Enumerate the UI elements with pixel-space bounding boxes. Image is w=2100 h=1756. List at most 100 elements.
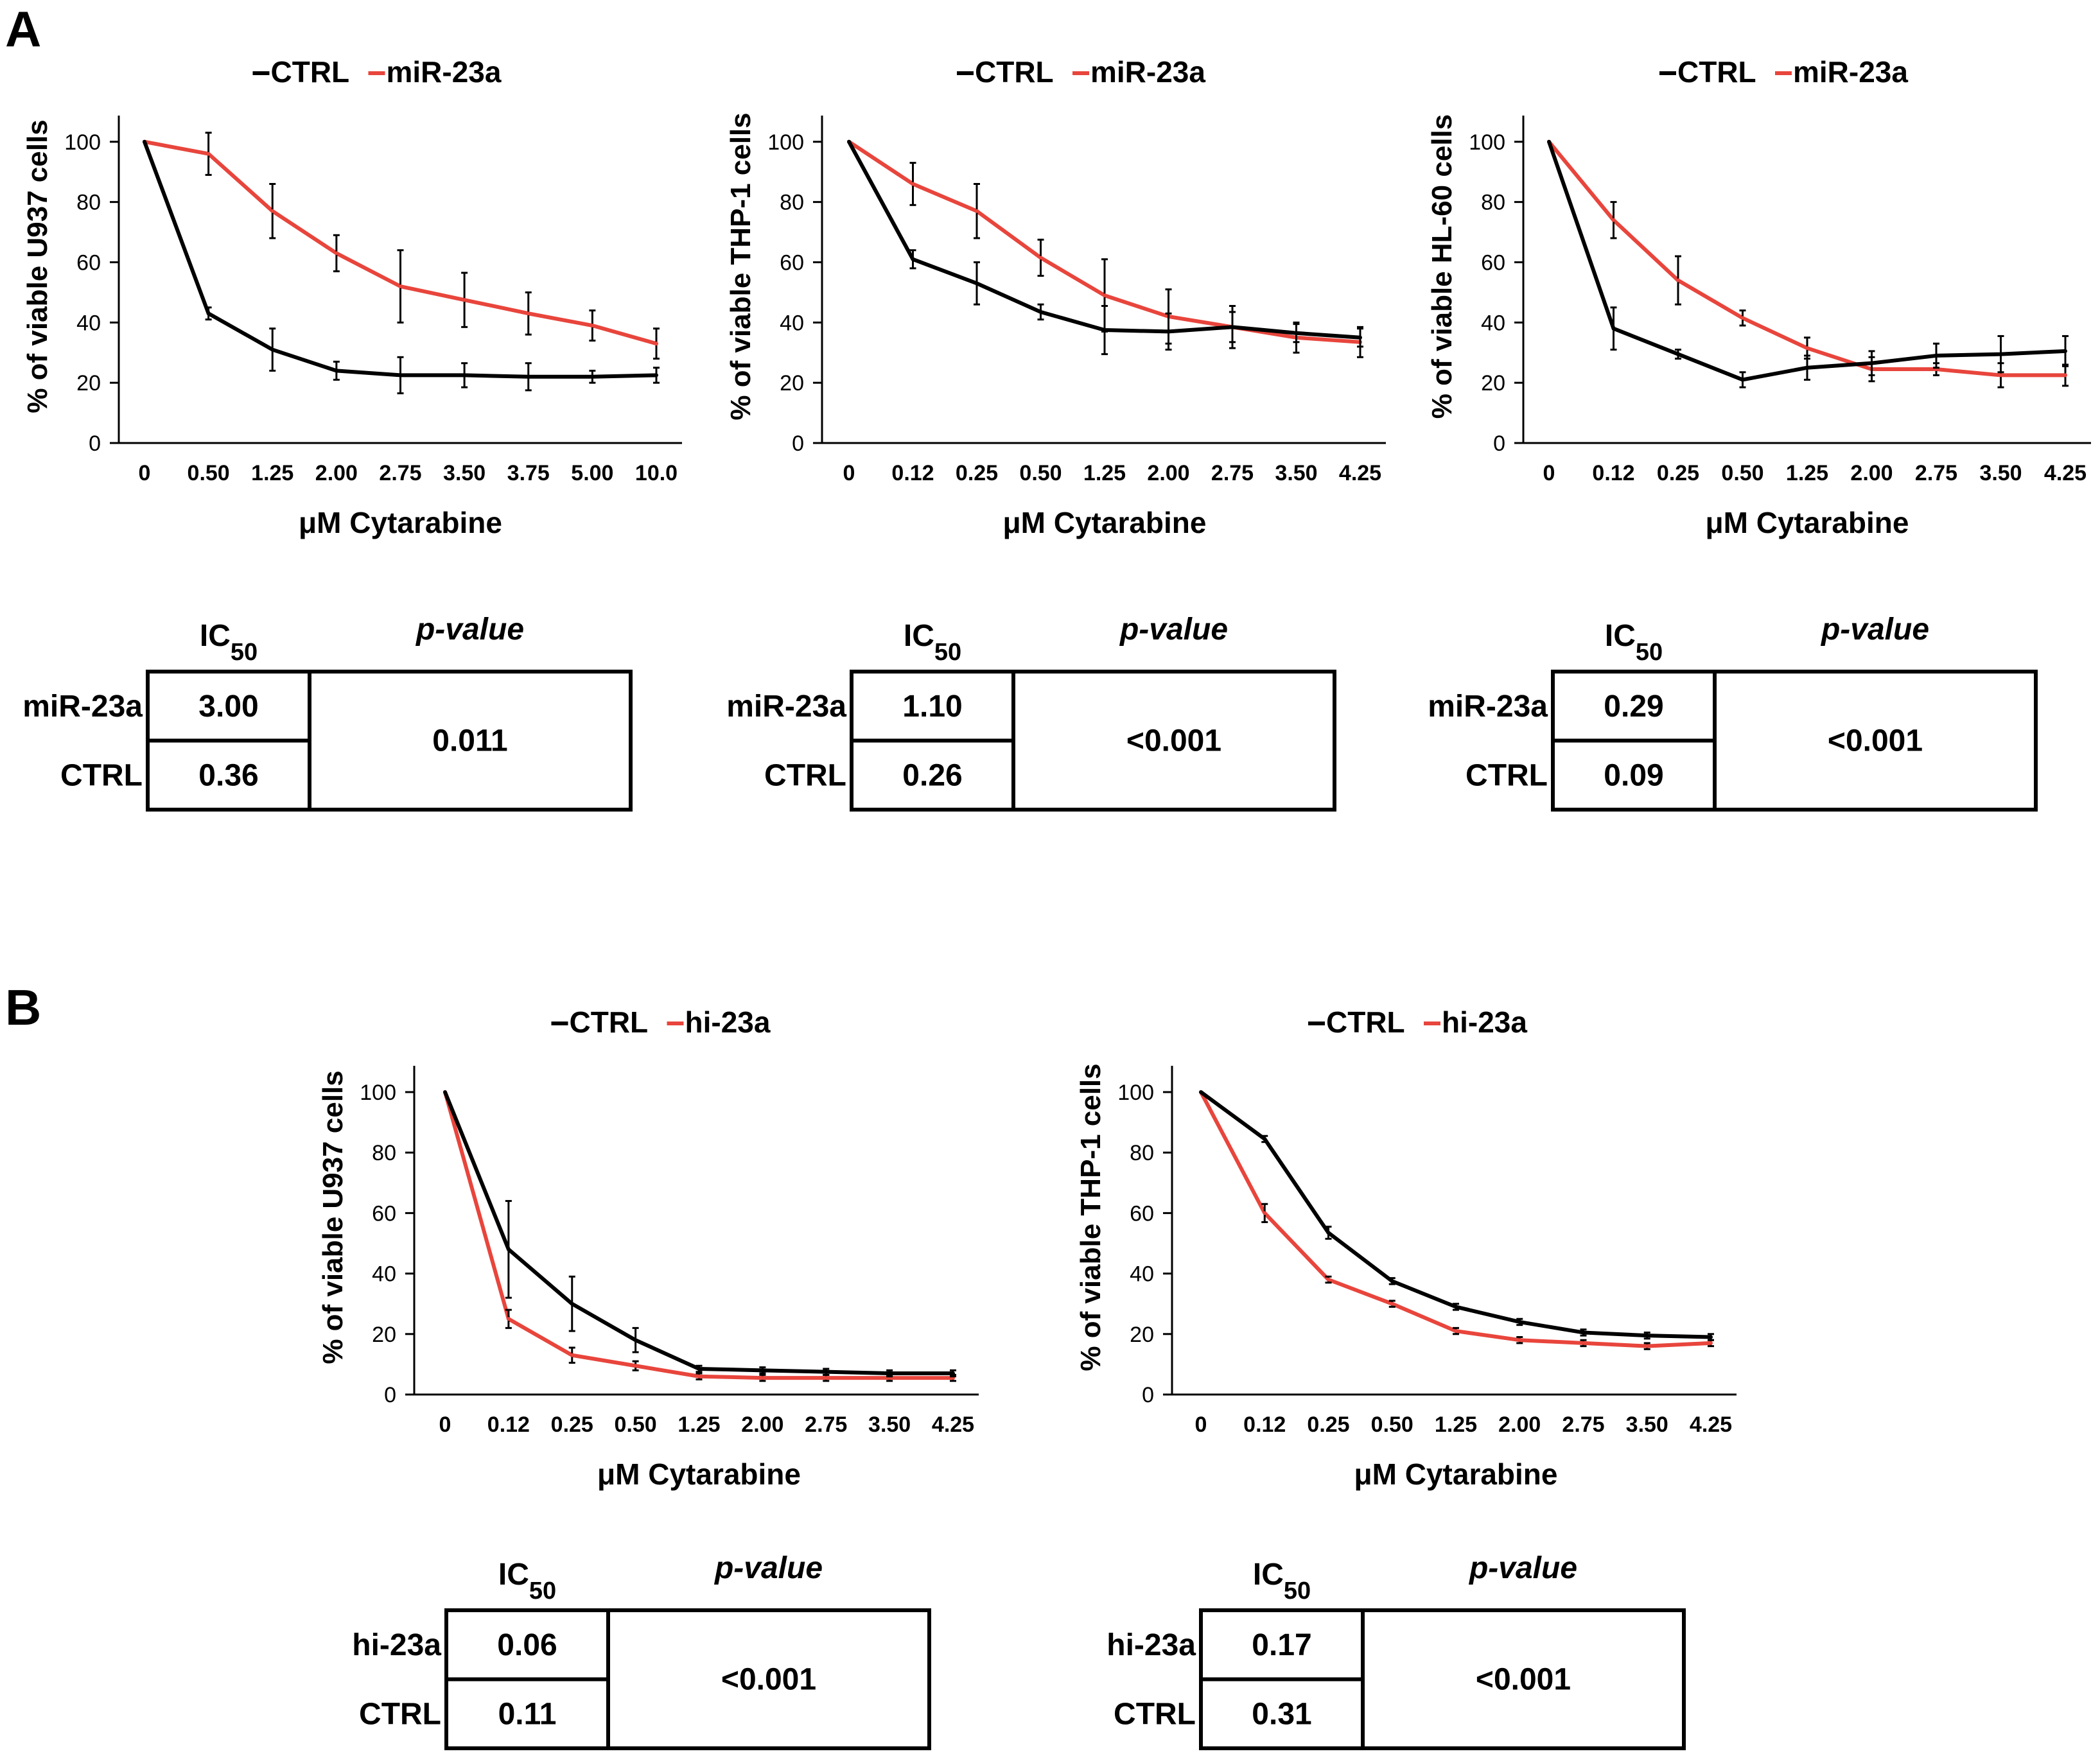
x-axis-title: μM Cytarabine	[1003, 506, 1207, 539]
legend-label-treated: miR-23a	[1793, 55, 1908, 89]
legend-label-treated: hi-23a	[1442, 1005, 1527, 1039]
y-tick-label: 60	[780, 250, 804, 275]
x-tick-label: 0.25	[551, 1413, 593, 1437]
data-point-ctrl	[143, 139, 146, 144]
data-point-treated	[2063, 373, 2067, 378]
x-tick-label: 0	[843, 461, 855, 485]
data-point-ctrl	[1326, 1230, 1331, 1235]
data-point-ctrl	[1263, 1136, 1267, 1141]
data-point-ctrl	[590, 374, 595, 379]
x-tick-label: 1.25	[251, 461, 293, 485]
x-tick-label: 10.0	[635, 461, 678, 485]
table-ic50-ctrl: 0.36	[198, 758, 258, 792]
table-row-label-treated: miR-23a	[726, 690, 846, 724]
data-point-ctrl	[506, 1247, 511, 1251]
data-point-treated	[697, 1374, 701, 1378]
chart-5: 0 20 40 60 80 100 0 0.12 0.25 0.50 1.25 2.00 2.75 3.5…	[1075, 1005, 1737, 1750]
charts-container: 0 20 40 60 80 100 0 0.50 1.25 2.00 2.75 3.50 3.75 5.0…	[22, 55, 2091, 1750]
y-axis-title: % of viable U937 cells	[22, 119, 53, 413]
table-header-ic50: IC50	[498, 1558, 556, 1604]
table-row-label-treated: hi-23a	[1107, 1628, 1196, 1662]
data-point-treated	[1740, 316, 1745, 320]
table-row-label-ctrl: CTRL	[1466, 758, 1548, 792]
data-point-treated	[975, 209, 979, 213]
table-row-label-treated: hi-23a	[352, 1628, 441, 1662]
data-point-ctrl	[1390, 1279, 1394, 1283]
y-tick-label: 0	[1493, 431, 1505, 456]
data-point-ctrl	[2063, 349, 2067, 353]
table-ic50-ctrl: 0.31	[1252, 1697, 1311, 1731]
x-axis-title: μM Cytarabine	[597, 1457, 801, 1491]
y-tick-label: 0	[89, 431, 101, 456]
data-point-ctrl	[398, 373, 403, 378]
data-point-treated	[526, 311, 530, 316]
data-point-ctrl	[1645, 1334, 1649, 1338]
data-point-treated	[1038, 256, 1043, 260]
y-tick-label: 20	[780, 371, 804, 396]
legend-label-treated: miR-23a	[387, 55, 502, 89]
y-tick-label: 0	[1142, 1383, 1154, 1407]
y-tick-label: 20	[76, 371, 101, 396]
data-point-treated	[1805, 346, 1809, 351]
table-row-label-ctrl: CTRL	[60, 758, 143, 792]
y-tick-label: 60	[1481, 250, 1505, 275]
table-row-label-treated: miR-23a	[22, 690, 143, 724]
x-tick-label: 3.75	[507, 461, 550, 485]
x-tick-label: 2.00	[741, 1413, 783, 1437]
x-tick-label: 2.00	[1147, 461, 1189, 485]
ic-text: IC	[498, 1558, 529, 1592]
data-point-ctrl	[1038, 309, 1043, 314]
table-ic50-treated: 1.10	[902, 690, 962, 724]
ic-subscript: 50	[934, 639, 961, 666]
ic-subscript: 50	[529, 1578, 556, 1604]
ic50-table: IC50 p-value miR-23a CTRL 3.00 0.36 0.011	[22, 613, 633, 812]
x-tick-label: 3.50	[1275, 461, 1317, 485]
data-point-ctrl	[1740, 378, 1745, 382]
data-point-ctrl	[1103, 328, 1107, 333]
y-tick-label: 60	[372, 1201, 396, 1226]
legend-label-ctrl: CTRL	[271, 55, 350, 89]
data-point-treated	[1581, 1341, 1586, 1345]
table-ic50-ctrl: 0.09	[1604, 758, 1663, 792]
y-axis-title: % of viable HL-60 cells	[1426, 114, 1458, 419]
chart-3: 0 20 40 60 80 100 0 0.12 0.25 0.50 1.25 2.00 2.75 3.5…	[1426, 55, 2091, 812]
x-axis-title: μM Cytarabine	[1354, 1457, 1558, 1491]
data-point-ctrl	[1294, 331, 1299, 335]
data-point-ctrl	[1230, 325, 1234, 329]
x-tick-label: 2.75	[1915, 461, 1957, 485]
data-point-ctrl	[1805, 365, 1809, 370]
series-line-ctrl	[443, 1091, 953, 1376]
y-tick-label: 80	[780, 191, 804, 215]
table-header-ic50: IC50	[904, 619, 961, 666]
data-point-treated	[911, 182, 915, 186]
y-tick-label: 100	[64, 130, 101, 155]
ic-subscript: 50	[1284, 1578, 1311, 1604]
chart-2: 0 20 40 60 80 100 0 0.12 0.25 0.50 1.25 2.00 2.75 3.5…	[725, 55, 1386, 812]
table-header-pvalue: p-value	[1468, 1551, 1577, 1585]
data-point-ctrl	[1166, 329, 1171, 334]
x-tick-label: 2.75	[379, 461, 421, 485]
ic50-table: IC50 p-value miR-23a CTRL 0.29 0.09 <0.001	[1428, 613, 2038, 812]
table-row-label-ctrl: CTRL	[764, 758, 846, 792]
y-tick-label: 100	[360, 1081, 396, 1105]
x-tick-label: 2.75	[1562, 1413, 1604, 1437]
ic-subscript: 50	[231, 639, 258, 666]
data-point-treated	[398, 284, 403, 289]
legend-label-ctrl: CTRL	[975, 55, 1054, 89]
data-point-treated	[590, 324, 595, 328]
data-point-treated	[654, 342, 658, 346]
data-point-treated	[506, 1317, 511, 1321]
data-point-treated	[1518, 1338, 1522, 1343]
table-pvalue: <0.001	[1126, 724, 1221, 758]
x-tick-label: 4.25	[2044, 461, 2087, 485]
x-tick-label: 1.25	[1435, 1413, 1477, 1437]
x-tick-label: 3.50	[868, 1413, 911, 1437]
data-point-treated	[570, 1353, 574, 1357]
x-tick-label: 0.25	[956, 461, 998, 485]
x-tick-label: 0.50	[1019, 461, 1062, 485]
table-header-pvalue: p-value	[1820, 613, 1929, 647]
table-header-pvalue: p-value	[713, 1551, 823, 1585]
y-tick-label: 80	[1481, 191, 1505, 215]
panel-label-b: B	[5, 979, 41, 1036]
